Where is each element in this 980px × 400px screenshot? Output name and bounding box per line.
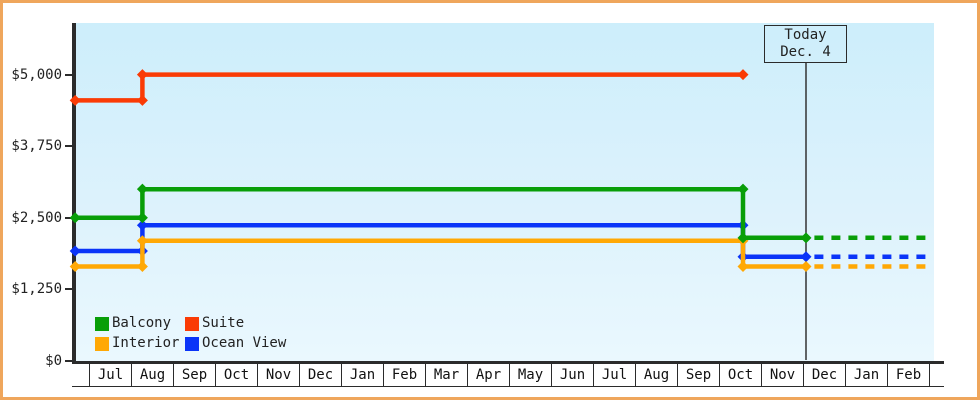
today-marker-box: Today Dec. 4 [764, 25, 847, 63]
month-cell: Nov [257, 364, 299, 386]
data-point-marker-balcony [737, 183, 749, 195]
series-line-ocean-view [75, 222, 806, 260]
y-axis-label: $3,750 [11, 138, 62, 155]
month-cell: Jul [89, 364, 131, 386]
data-point-marker-suite [136, 69, 148, 81]
legend-swatch-icon [185, 336, 199, 351]
y-axis-label: $0 [45, 353, 62, 369]
plot-area [76, 23, 934, 361]
data-point-marker-ocean-view [136, 219, 148, 231]
legend-item-ocean-view: Ocean View [185, 335, 286, 352]
month-cell: Jan [845, 364, 887, 386]
month-cell: Dec [803, 364, 845, 386]
y-axis-tick [65, 73, 72, 76]
data-point-marker-suite [69, 94, 81, 106]
data-point-marker-balcony [136, 212, 148, 224]
legend-label: Balcony [112, 315, 172, 331]
today-label: Today [784, 27, 827, 43]
legend-label: Ocean View [202, 335, 287, 351]
month-cell: Nov [761, 364, 803, 386]
month-cell: Aug [635, 364, 677, 386]
data-point-marker-interior [69, 260, 81, 272]
y-axis-tick [65, 288, 72, 291]
x-axis-month-row: Jul Aug Sep Oct Nov Dec Jan Feb Mar Apr May Jun Jul A… [72, 361, 944, 387]
month-cell: Dec [299, 364, 341, 386]
month-cell-stub [929, 364, 944, 386]
data-point-marker-interior [136, 260, 148, 272]
month-cell: Aug [131, 364, 173, 386]
month-cell: Sep [677, 364, 719, 386]
data-point-marker-suite [136, 94, 148, 106]
month-cell: Mar [425, 364, 467, 386]
y-axis-label: $1,250 [11, 281, 62, 298]
month-cell: Feb [887, 364, 929, 386]
month-cell: Jun [551, 364, 593, 386]
chart-legend: Balcony Suite Interior Ocean View [95, 315, 286, 352]
data-point-marker-interior [136, 235, 148, 247]
data-point-marker-balcony [69, 212, 81, 224]
month-cell: Oct [215, 364, 257, 386]
data-point-marker-ocean-view [800, 251, 812, 263]
series-line-interior [75, 238, 806, 269]
legend-item-interior: Interior [95, 335, 185, 352]
data-point-marker-balcony [800, 232, 812, 244]
y-axis-label: $5,000 [11, 66, 62, 83]
month-cell: Jul [593, 364, 635, 386]
y-axis-label: $2,500 [11, 209, 62, 226]
legend-swatch-icon [95, 336, 109, 351]
series-line-suite [75, 72, 743, 103]
y-axis-tick [65, 360, 72, 362]
legend-item-balcony: Balcony [95, 315, 185, 332]
month-cell: Jan [341, 364, 383, 386]
data-point-marker-interior [800, 260, 812, 272]
legend-swatch-icon [185, 316, 199, 331]
data-point-marker-ocean-view [69, 245, 81, 257]
legend-item-suite: Suite [185, 315, 286, 332]
month-cell: Feb [383, 364, 425, 386]
chart-canvas [69, 62, 932, 360]
data-point-marker-balcony [136, 183, 148, 195]
month-cell: Oct [719, 364, 761, 386]
today-date: Dec. 4 [780, 44, 831, 60]
month-cell: May [509, 364, 551, 386]
data-point-marker-balcony [737, 232, 749, 244]
month-cell: Apr [467, 364, 509, 386]
y-axis-tick [65, 216, 72, 219]
legend-swatch-icon [95, 316, 109, 331]
data-point-marker-interior [737, 260, 749, 272]
series-line-balcony [75, 186, 806, 241]
month-cell: Sep [173, 364, 215, 386]
y-axis-tick [65, 145, 72, 148]
month-cell-stub [72, 364, 89, 386]
data-point-marker-suite [737, 69, 749, 81]
legend-label: Interior [112, 335, 180, 351]
legend-label: Suite [202, 315, 245, 331]
y-axis-line [72, 23, 76, 364]
